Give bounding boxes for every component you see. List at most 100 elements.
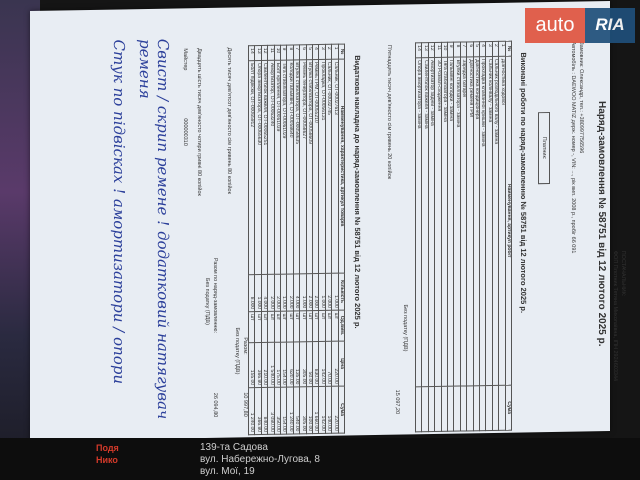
goods-qty: 2.000	[274, 274, 281, 312]
goods-row: 5 Втулка стабілізатора, OT-00058609 2.000 ш…	[306, 44, 313, 434]
work-sum	[415, 386, 422, 432]
row-number: 14	[248, 45, 255, 61]
goods-price: 210.00	[261, 342, 268, 388]
goods-qty: 4.000	[261, 274, 268, 312]
work-name: Опора амортизатора - заміна	[415, 57, 422, 387]
goods-row: 7 Втулка стабілізатора, OT-00058635 4.000 ш…	[293, 44, 300, 434]
grand-label: Разом по наряд-замовленню:	[212, 257, 218, 334]
row-number: 6	[466, 41, 474, 57]
row-number: 8	[453, 42, 461, 58]
addr-2: вул. Набережно-Лугова, 8	[200, 454, 320, 465]
supplier: ФОП Плотник Тетяна Миколаївна, ІПН 29246…	[612, 250, 618, 382]
goods-title: Видаткова накладна до наряд-замовлення №…	[353, 55, 362, 329]
works-vat: Без податку (ПДВ)	[402, 304, 408, 352]
payer-box: Платник:	[538, 111, 550, 185]
goods-name: Сальник, OT-00032745	[325, 59, 332, 274]
work-sum	[473, 385, 480, 431]
works-row: 2 Сальник розподільчого валу - заміна	[492, 41, 499, 431]
work-sum	[460, 385, 467, 432]
goods-price: 175.00	[274, 342, 281, 388]
goods-name: Тяга стабілізатора, OT-00061029	[280, 60, 287, 275]
goods-unit: шт	[312, 310, 319, 342]
handwritten-note-1: Свист / скрип ремене ! додатковий натягу…	[136, 38, 172, 420]
work-sum	[428, 386, 435, 432]
work-sum	[441, 386, 448, 432]
works-total: 15 097,20	[394, 389, 400, 415]
goods-sum: 154.00	[280, 387, 287, 435]
goods-price: 70.00	[325, 341, 332, 387]
row-number: 4	[479, 41, 486, 57]
goods-sum: 366.80	[254, 387, 262, 435]
work-sum	[479, 385, 486, 431]
master-label: Майстер	[182, 48, 188, 71]
goods-qty: 2.000	[286, 273, 294, 312]
row-number: 3	[318, 44, 326, 60]
grand-vat: Без податку (ПДВ)	[204, 277, 210, 325]
goods-total: 10 997,80	[242, 392, 248, 417]
work-sum	[466, 385, 474, 431]
goods-unit: шт	[274, 311, 281, 343]
goods-row: 8 Колодки гальмівні, OT-00058640 2.000 шт 62…	[286, 44, 294, 435]
goods-row: 2 Сальник, OT-00032745 2.000 шт 70.00 140.00	[325, 44, 332, 434]
col-price: Ціна	[338, 341, 345, 387]
row-number: 6	[299, 44, 307, 60]
grand-words: Двадцять шість тисяч дев'яносто чотири г…	[196, 48, 202, 196]
goods-qty: 2.000	[325, 273, 332, 311]
work-name: Сайлентблок важеля - заміна	[421, 57, 429, 387]
works-row: 8 Втулки стабілізатора - заміна	[453, 42, 461, 432]
goods-unit: шт	[254, 311, 262, 343]
goods-sum: 3 080.00	[267, 387, 275, 435]
goods-unit: шт	[331, 310, 339, 342]
row-number: 4	[312, 44, 319, 60]
col-qty: Кількість	[338, 273, 345, 311]
work-name: Гальмівні колодки - заміна	[447, 57, 454, 387]
goods-row: 14 Болт підвіски, OT-00065912 8.000 шт 155.0…	[248, 45, 255, 435]
works-row: 4 Прокладка клапанної кришки - заміна	[479, 41, 486, 431]
goods-table: № Найменування, характеристика, артикул …	[248, 44, 345, 436]
goods-price: 220.00	[331, 341, 339, 387]
col-unit: Од.вим.	[338, 310, 345, 342]
watermark-ria: RIA	[585, 8, 635, 43]
goods-row: 9 Тяга стабілізатора, OT-00061029 1.000 шт 1…	[280, 45, 287, 435]
goods-qty: 2.000	[312, 273, 319, 311]
row-number: 9	[280, 45, 287, 61]
work-name: ЗО Розвал-сходження	[434, 57, 442, 387]
work-name: Зарядка батареї	[460, 56, 467, 387]
goods-name: Колодки гальмівні, OT-00058640	[286, 59, 294, 275]
goods-qty: 1.000	[299, 273, 307, 311]
row-number: 9	[447, 42, 454, 58]
works-row: 10 Тяга стабілізатора - заміна	[441, 42, 448, 432]
goods-unit: шт	[248, 311, 255, 343]
goods-unit: шт	[286, 310, 294, 343]
goods-row: 4 Ремінь ГРМ, OT-00055210 2.000 шт 830.00 1 6…	[312, 44, 319, 434]
goods-name: Сальник, OT-00027613	[331, 59, 339, 274]
row-number: 7	[293, 44, 300, 60]
goods-name: Опора амортизатора, OT-00065630	[254, 60, 262, 275]
goods-sum: 350.00	[274, 387, 281, 435]
row-number: 10	[441, 42, 448, 58]
goods-name: Ремінь ГРМ, OT-00055210	[312, 59, 319, 274]
col-no: №	[505, 41, 512, 57]
col-no: №	[338, 44, 345, 60]
goods-sum: 1 240.00	[248, 387, 255, 435]
goods-unit: шт	[293, 310, 300, 342]
goods-price: 620.00	[286, 341, 294, 388]
works-row: 1 Діагностика ходової	[498, 41, 506, 431]
row-number: 14	[415, 42, 422, 58]
goods-qty: 1.000	[280, 274, 287, 312]
goods-name: Болт підвіски, OT-00065912	[248, 60, 255, 275]
goods-unit: шт	[299, 310, 307, 342]
goods-vat: Без податку (ПДВ)	[234, 327, 240, 375]
row-number: 2	[325, 44, 332, 60]
goods-row: 3 Прокладка, OT-00056131 1.000 шт 142.00 142.…	[318, 44, 326, 434]
goods-unit: шт	[306, 310, 313, 342]
col-name: Найменування, артикул робіт	[505, 56, 512, 386]
goods-price: 830.00	[312, 341, 319, 387]
col-sum: Сума	[338, 386, 345, 434]
row-number: 7	[460, 41, 467, 58]
row-number: 13	[421, 42, 429, 58]
work-name: Сальник колінвалу - заміна	[485, 56, 493, 386]
goods-words: Десять тисяч дев'ятсот дев'яносто сім гр…	[226, 47, 232, 195]
addr-1: 139-та Садова	[200, 442, 268, 453]
goods-name: Болт кріплення, OT-00061039	[274, 60, 281, 275]
